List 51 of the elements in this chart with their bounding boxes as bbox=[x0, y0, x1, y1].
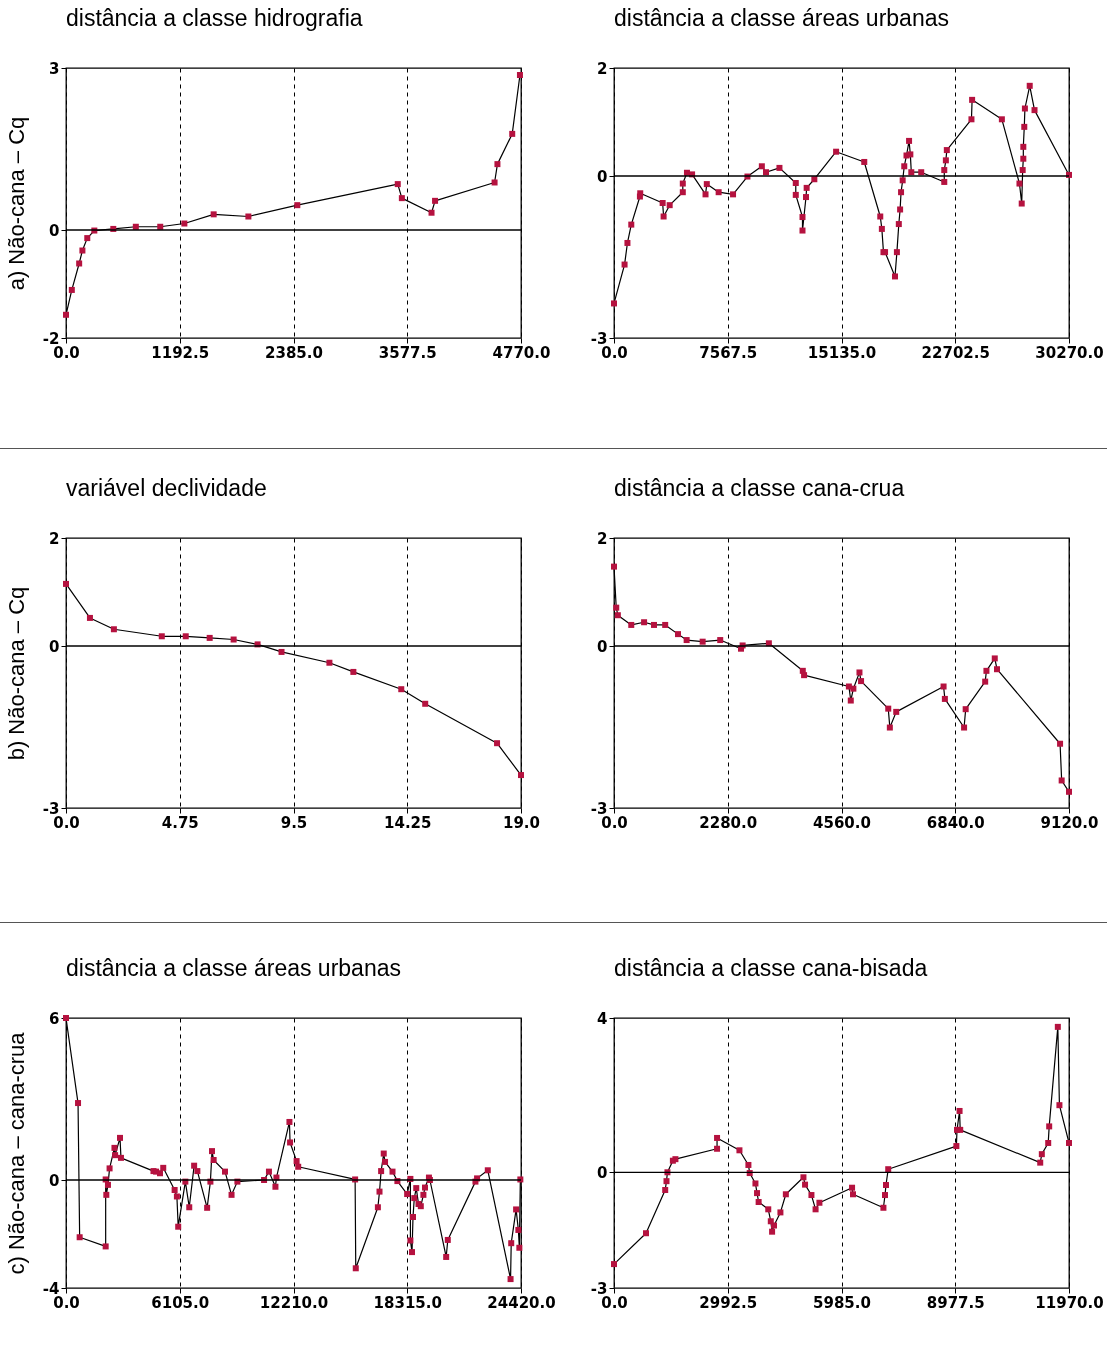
chart-title: variável declividade bbox=[66, 475, 267, 501]
x-tick-label: 0.0 bbox=[53, 813, 80, 832]
x-tick-label: 2385.0 bbox=[265, 343, 323, 362]
x-tick-label: 0.0 bbox=[601, 343, 628, 362]
x-tick-label: 9.5 bbox=[280, 813, 308, 832]
y-tick-label: 0 bbox=[49, 637, 60, 656]
x-tick-label: 19.0 bbox=[502, 813, 541, 832]
x-tick-label: 30270.0 bbox=[1035, 343, 1104, 362]
y-tick-label: 4 bbox=[597, 1009, 608, 1028]
y-tick-label: 0 bbox=[49, 1171, 60, 1190]
x-tick-label: 11970.0 bbox=[1035, 1293, 1104, 1312]
y-axis-title: b) Não-cana – Cq bbox=[3, 586, 29, 761]
x-tick-label: 2280.0 bbox=[699, 813, 758, 832]
y-tick-label: 2 bbox=[597, 59, 608, 78]
y-axis-title: a) Não-cana – Cq bbox=[3, 116, 29, 291]
y-tick-label: 6 bbox=[49, 1009, 60, 1028]
chart-title: distância a classe áreas urbanas bbox=[614, 5, 949, 31]
x-tick-label: 14.25 bbox=[384, 813, 432, 832]
x-tick-label: 12210.0 bbox=[259, 1293, 329, 1312]
y-tick-label: 3 bbox=[49, 59, 60, 78]
x-tick-label: 22702.5 bbox=[921, 343, 990, 362]
x-tick-label: 9120.0 bbox=[1040, 813, 1099, 832]
y-tick-label: 0 bbox=[49, 221, 60, 240]
x-tick-label: 4.75 bbox=[161, 813, 199, 832]
x-tick-label: 18315.0 bbox=[373, 1293, 442, 1312]
y-tick-label: 2 bbox=[597, 529, 608, 548]
y-axis-title: c) Não-cana – cana-crua bbox=[3, 1031, 29, 1275]
x-tick-label: 0.0 bbox=[601, 813, 628, 832]
x-tick-label: 1192.5 bbox=[151, 343, 210, 362]
x-tick-label: 7567.5 bbox=[699, 343, 758, 362]
x-tick-label: 2992.5 bbox=[699, 1293, 758, 1312]
x-tick-label: 8977.5 bbox=[926, 1293, 985, 1312]
x-tick-label: 0.0 bbox=[53, 1293, 80, 1312]
x-tick-label: 15135.0 bbox=[807, 343, 877, 362]
x-tick-label: 6840.0 bbox=[926, 813, 985, 832]
x-tick-label: 3577.5 bbox=[378, 343, 437, 362]
x-tick-label: 5985.0 bbox=[813, 1293, 871, 1312]
x-tick-label: 0.0 bbox=[601, 1293, 628, 1312]
y-tick-label: 0 bbox=[597, 1163, 608, 1182]
x-tick-label: 24420.0 bbox=[487, 1293, 556, 1312]
x-tick-label: 6105.0 bbox=[151, 1293, 210, 1312]
x-tick-label: 0.0 bbox=[53, 343, 80, 362]
chart-title: distância a classe cana-bisada bbox=[614, 955, 928, 981]
x-tick-label: 4770.0 bbox=[492, 343, 551, 362]
chart-title: distância a classe hidrografia bbox=[66, 5, 363, 31]
y-tick-label: 0 bbox=[597, 167, 608, 186]
y-tick-label: 2 bbox=[49, 529, 60, 548]
chart-title: distância a classe cana-crua bbox=[614, 475, 905, 501]
y-tick-label: 0 bbox=[597, 637, 608, 656]
x-tick-label: 4560.0 bbox=[813, 813, 871, 832]
chart-title: distância a classe áreas urbanas bbox=[66, 955, 401, 981]
